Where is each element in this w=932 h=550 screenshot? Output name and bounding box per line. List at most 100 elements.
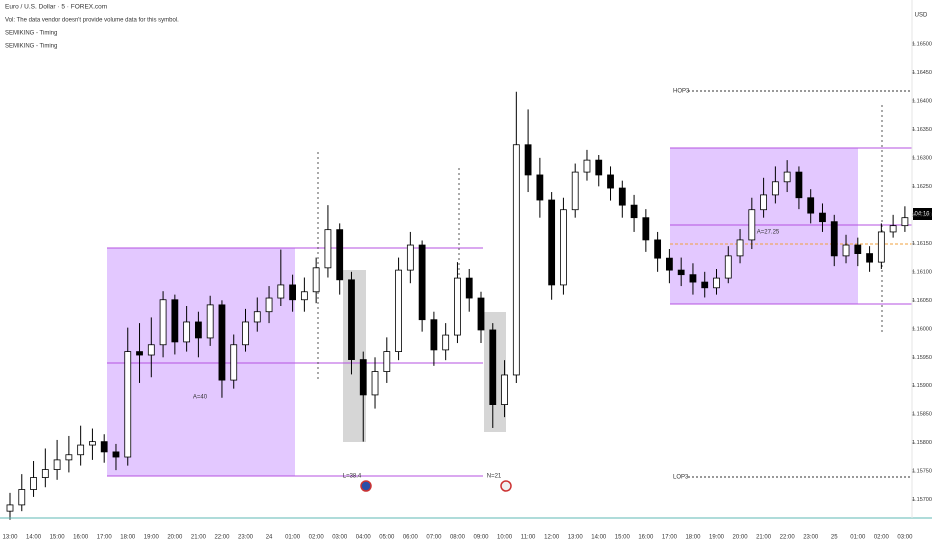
candle-body	[501, 374, 508, 405]
candle-body	[124, 351, 132, 458]
y-tick-label: 1.16000	[912, 326, 932, 332]
candle-body	[548, 199, 556, 286]
y-tick-label: 1.15800	[912, 440, 932, 446]
candle-body	[18, 489, 26, 506]
candle-body	[819, 212, 826, 223]
event-icon[interactable]	[500, 480, 512, 492]
annotation: L=38.4	[343, 474, 362, 480]
candle-body	[854, 244, 862, 254]
candle-body	[666, 257, 673, 271]
x-tick-label: 04:00	[356, 535, 372, 541]
candle-body	[183, 321, 191, 343]
candle-body	[430, 319, 438, 351]
candle-body	[253, 311, 261, 323]
candle-body	[324, 229, 332, 269]
candle-body	[65, 454, 73, 461]
candle-body	[536, 174, 544, 201]
y-unit: USD	[915, 13, 928, 19]
y-tick-label: 1.16200	[912, 212, 932, 218]
candle-body	[383, 351, 391, 372]
x-tick-label: 14:00	[591, 535, 607, 541]
y-tick-label: 1.15700	[912, 497, 932, 503]
x-tick-label: 10:00	[497, 535, 513, 541]
y-tick-label: 1.16150	[912, 241, 932, 247]
y-tick-label: 1.16500	[912, 41, 932, 47]
candle-body	[53, 459, 61, 470]
price-badge-bg	[913, 208, 932, 220]
annotation: A=27.25	[757, 230, 780, 236]
candle-body	[795, 171, 803, 199]
x-tick-label: 16:00	[73, 535, 89, 541]
candle-body	[736, 239, 744, 257]
y-tick-label: 1.16350	[912, 127, 932, 133]
candle-body	[583, 159, 591, 173]
candle-body	[654, 239, 662, 259]
candle-body	[477, 297, 485, 331]
x-tick-label: 02:00	[309, 535, 325, 541]
candle-body	[359, 359, 367, 396]
candle-body	[713, 277, 720, 289]
candle-body	[701, 281, 709, 289]
candle-body	[406, 244, 414, 271]
candle-body	[277, 284, 285, 299]
y-tick-label: 1.16250	[912, 184, 932, 190]
candle-body	[560, 209, 567, 286]
x-tick-label: 22:00	[780, 535, 796, 541]
x-tick-label: 24	[266, 535, 273, 541]
y-tick-label: 1.15750	[912, 469, 932, 475]
candle-body	[289, 284, 297, 301]
y-tick-label: 1.16100	[912, 269, 932, 275]
legend-note: Vol: The data vendor doesn't provide vol…	[5, 18, 179, 24]
candle-body	[147, 344, 155, 356]
candle-body	[877, 231, 885, 263]
chart-title: Euro / U.S. Dollar · 5 · FOREX.com	[5, 4, 107, 11]
candle-body	[830, 221, 838, 257]
legend-note: SEMIKING - Timing	[5, 44, 57, 50]
candle-body	[159, 299, 167, 346]
candle-body	[418, 244, 426, 321]
candle-body	[442, 334, 450, 351]
candle-body	[265, 297, 273, 313]
candle-body	[454, 277, 461, 336]
x-tick-label: 01:00	[285, 535, 301, 541]
candle-body	[206, 304, 214, 339]
candle-body	[41, 469, 49, 478]
candle-body	[395, 269, 402, 353]
candle-body	[607, 174, 614, 189]
x-tick-label: 21:00	[756, 535, 772, 541]
candle-body	[77, 444, 85, 456]
candle-body	[100, 441, 108, 453]
candle-body	[748, 209, 756, 241]
y-tick-label: 1.16050	[912, 298, 932, 304]
x-tick-label: 06:00	[403, 535, 419, 541]
annotation: N=21	[487, 474, 502, 480]
annotation: A=40	[193, 395, 208, 401]
y-tick-label: 1.15950	[912, 355, 932, 361]
x-tick-label: 23:00	[803, 535, 819, 541]
y-tick-label: 1.16450	[912, 70, 932, 76]
candle-body	[89, 441, 96, 446]
x-tick-label: 16:00	[638, 535, 654, 541]
zones	[107, 90, 912, 478]
candle-body	[677, 269, 685, 276]
candle-body	[866, 253, 873, 263]
x-tick-label: 14:00	[26, 535, 42, 541]
y-tick-label: 1.16300	[912, 155, 932, 161]
x-tick-label: 18:00	[685, 535, 701, 541]
x-tick-label: 09:00	[473, 535, 489, 541]
candle-body	[642, 217, 650, 241]
candle-body	[336, 229, 344, 281]
x-tick-label: 02:00	[874, 535, 890, 541]
x-tick-label: 13:00	[2, 535, 18, 541]
event-icon[interactable]	[360, 480, 372, 492]
x-tick-label: 17:00	[662, 535, 678, 541]
x-tick-label: 19:00	[144, 535, 160, 541]
range-box	[107, 248, 295, 476]
y-tick-label: 1.15850	[912, 412, 932, 418]
x-tick-label: 15:00	[50, 535, 66, 541]
x-tick-label: 21:00	[191, 535, 207, 541]
candles	[6, 91, 909, 520]
x-tick-label: 22:00	[214, 535, 230, 541]
candle-body	[571, 171, 579, 211]
